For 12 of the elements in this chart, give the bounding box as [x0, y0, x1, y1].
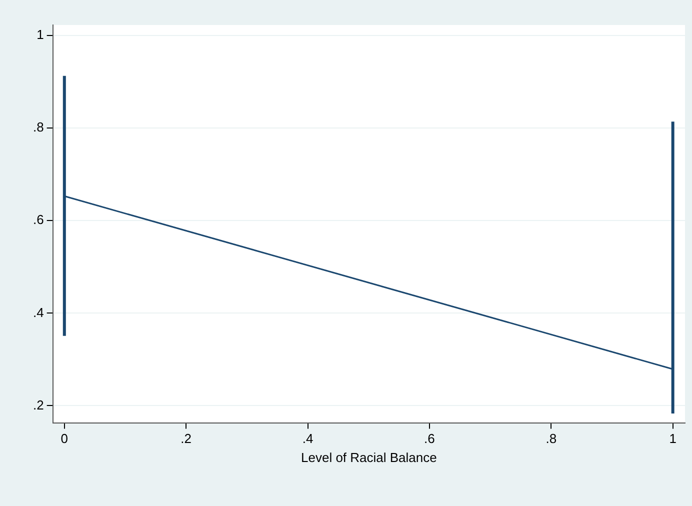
y-tick-label: .6 — [33, 212, 44, 228]
x-tick-label: .8 — [546, 431, 557, 446]
x-tick-label: .2 — [180, 431, 192, 446]
x-tick-label: .6 — [424, 431, 435, 446]
y-tick-label: 1 — [36, 27, 44, 42]
x-axis-title: Level of Racial Balance — [300, 450, 437, 465]
x-tick-label: 1 — [669, 431, 676, 446]
y-tick-label: .4 — [33, 304, 44, 320]
x-tick-label: 0 — [60, 431, 68, 446]
y-tick-label: .2 — [33, 397, 44, 412]
y-tick-label: .8 — [33, 120, 44, 135]
x-tick-label: .4 — [302, 431, 314, 446]
